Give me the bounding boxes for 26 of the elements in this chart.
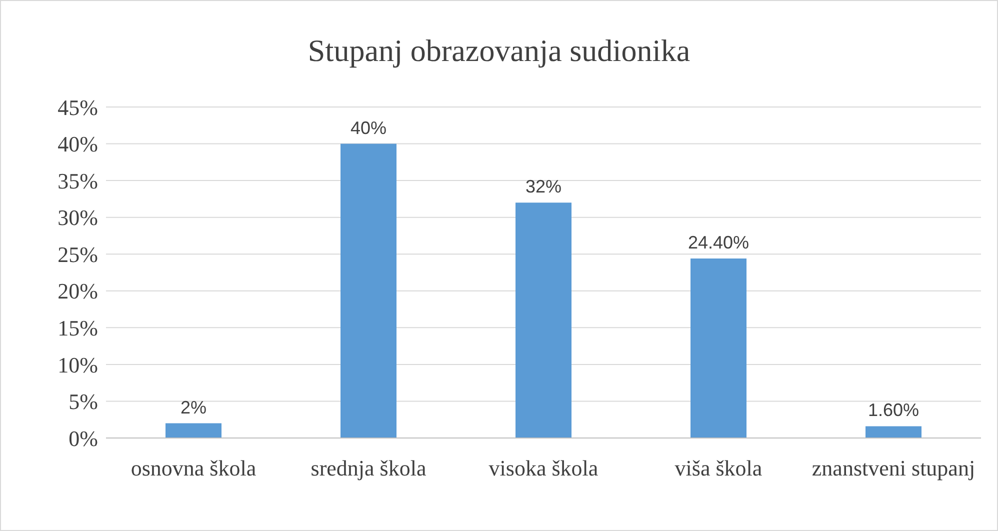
y-tick-label: 10%: [58, 352, 98, 378]
y-tick-label: 5%: [68, 389, 98, 414]
bar: [690, 258, 746, 438]
y-tick-label: 15%: [58, 315, 98, 340]
x-tick-label: osnovna škola: [130, 456, 256, 481]
y-tick-label: 25%: [58, 242, 98, 267]
y-tick-label: 45%: [58, 94, 98, 120]
bar: [166, 423, 222, 438]
data-label: 1.60%: [868, 400, 920, 420]
data-label: 2%: [180, 397, 207, 418]
y-tick-label: 40%: [58, 132, 98, 157]
y-tick-label: 35%: [58, 168, 98, 194]
bar: [516, 202, 572, 438]
data-label: 24.40%: [688, 232, 750, 253]
bar: [340, 144, 396, 438]
data-label: 40%: [350, 118, 387, 138]
x-tick-label: visoka škola: [488, 456, 598, 481]
chart-title: Stupanj obrazovanja sudionika: [306, 33, 692, 69]
bar: [866, 426, 922, 438]
x-tick-label: srednja škola: [310, 456, 426, 481]
x-tick-label: znanstveni stupanj: [812, 456, 976, 481]
y-tick-label: 20%: [58, 278, 98, 304]
data-label: 32%: [525, 176, 562, 197]
y-tick-label: 30%: [58, 205, 98, 230]
x-tick-label: viša škola: [674, 456, 762, 481]
y-tick-label: 0%: [68, 426, 98, 451]
